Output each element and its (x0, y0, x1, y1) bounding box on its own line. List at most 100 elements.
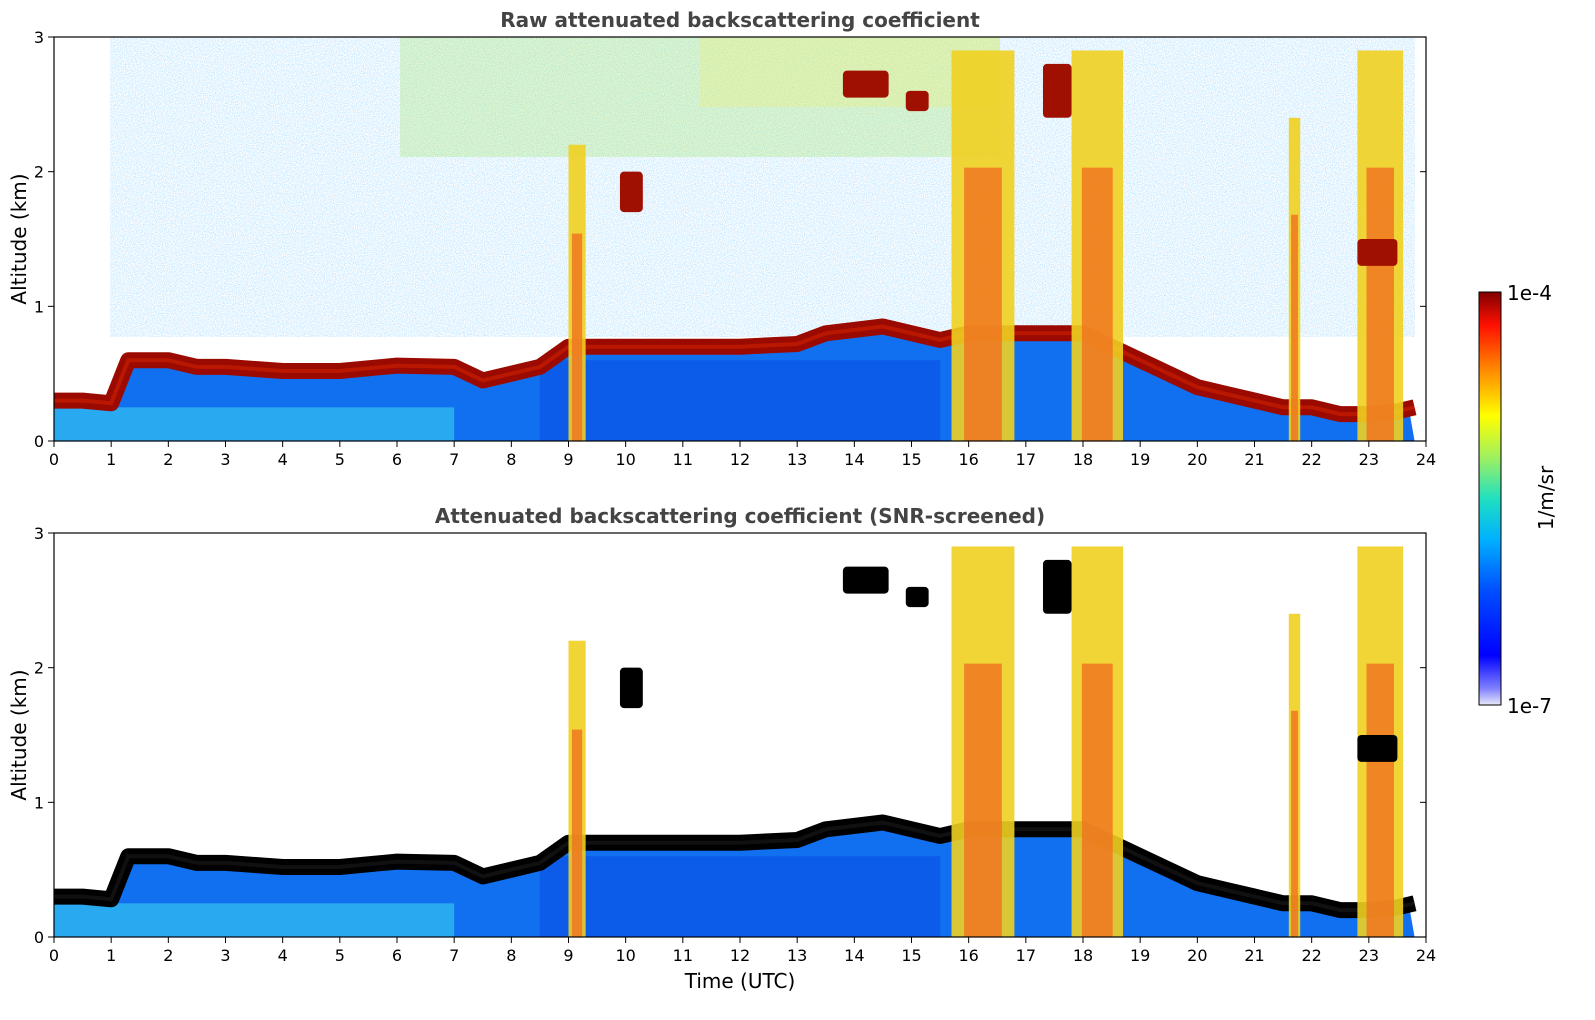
x-tick-label: 21 (1244, 450, 1264, 469)
precip-core (571, 729, 583, 937)
x-axis-screened: 0 1 2 3 4 5 6 7 8 9 10 11 12 13 14 15 16 17 18 19 20 21 22 23 24 (49, 937, 1436, 965)
y-tick-label: 1 (34, 793, 44, 812)
x-tick-label: 15 (901, 946, 921, 965)
y-axis-raw: 0 1 2 3 (34, 28, 1426, 451)
x-tick-label: 19 (1130, 450, 1150, 469)
x-tick-label: 0 (49, 450, 59, 469)
x-tick-label: 18 (1073, 946, 1093, 965)
ylabel-screened: Altitude (km) (7, 669, 31, 800)
x-tick-label: 3 (220, 450, 230, 469)
y-tick-label: 0 (34, 432, 44, 451)
x-tick-label: 24 (1416, 946, 1436, 965)
x-tick-label: 8 (506, 946, 516, 965)
x-tick-label: 23 (1359, 450, 1379, 469)
upper-cloud-patch (1042, 63, 1072, 118)
upper-cloud-patch (905, 586, 929, 608)
x-tick-label: 22 (1301, 946, 1321, 965)
heatmap-screened (54, 533, 1426, 937)
x-tick-label: 1 (106, 946, 116, 965)
x-tick-label: 16 (958, 450, 978, 469)
x-axis-raw: 0 1 2 3 4 5 6 7 8 9 10 11 12 13 14 15 16 17 18 19 20 21 22 23 24 (49, 441, 1436, 469)
upper-cloud-patch (1357, 735, 1398, 762)
title-screened: Attenuated backscattering coefficient (S… (435, 504, 1045, 528)
y-tick-label: 3 (34, 524, 44, 543)
precip-core (571, 233, 583, 441)
x-tick-label: 13 (787, 450, 807, 469)
x-tick-label: 21 (1244, 946, 1264, 965)
panel-screened: Attenuated backscattering coefficient (S… (7, 504, 1436, 993)
colorbar-min-label: 1e-7 (1507, 694, 1552, 718)
cloud-base-core (54, 324, 1416, 417)
precip-core (964, 663, 1002, 937)
y-tick-label: 0 (34, 928, 44, 947)
x-tick-label: 6 (392, 946, 402, 965)
x-tick-label: 9 (563, 450, 573, 469)
near-surface-aerosol (54, 903, 455, 937)
colorbar-label: 1/m/sr (1534, 465, 1558, 530)
x-tick-label: 19 (1130, 946, 1150, 965)
x-tick-label: 4 (278, 946, 288, 965)
x-tick-label: 10 (615, 450, 635, 469)
x-tick-label: 10 (615, 946, 635, 965)
x-tick-label: 2 (163, 946, 173, 965)
mid-boundary-layer (539, 856, 941, 937)
x-tick-label: 20 (1187, 946, 1207, 965)
y-tick-label: 3 (34, 28, 44, 47)
x-tick-label: 6 (392, 450, 402, 469)
precip-core (1366, 663, 1394, 937)
upper-cloud-patch (842, 70, 889, 98)
y-axis-screened: 0 1 2 3 (34, 524, 1426, 947)
cloud-base-core (54, 820, 1416, 913)
upper-cloud-patch (619, 667, 643, 709)
precip-core (1291, 214, 1298, 441)
ylabel-raw: Altitude (km) (7, 173, 31, 304)
x-tick-label: 4 (278, 450, 288, 469)
colorbar-max-label: 1e-4 (1507, 281, 1552, 305)
x-tick-label: 18 (1073, 450, 1093, 469)
upper-cloud-patch (1042, 559, 1072, 614)
x-tick-label: 13 (787, 946, 807, 965)
xlabel-screened: Time (UTC) (684, 969, 796, 993)
x-tick-label: 23 (1359, 946, 1379, 965)
y-tick-label: 1 (34, 297, 44, 316)
precip-core (1081, 663, 1113, 937)
upper-cloud-patch (842, 566, 889, 594)
panel-raw: Raw attenuated backscattering coefficien… (7, 8, 1436, 469)
near-surface-aerosol (54, 407, 455, 441)
precip-core (1081, 167, 1113, 441)
x-tick-label: 17 (1016, 946, 1036, 965)
x-tick-label: 20 (1187, 450, 1207, 469)
precip-core (1291, 710, 1298, 937)
upper-cloud-patch (1357, 239, 1398, 266)
x-tick-label: 16 (958, 946, 978, 965)
colorbar: 1e-4 1e-7 1/m/sr (1478, 281, 1558, 718)
x-tick-label: 22 (1301, 450, 1321, 469)
x-tick-label: 8 (506, 450, 516, 469)
precip-core (1366, 167, 1394, 441)
y-tick-label: 2 (34, 163, 44, 182)
y-tick-label: 2 (34, 659, 44, 678)
x-tick-label: 14 (844, 450, 864, 469)
x-tick-label: 5 (335, 946, 345, 965)
upper-cloud-patch (905, 90, 929, 112)
x-tick-label: 9 (563, 946, 573, 965)
x-tick-label: 1 (106, 450, 116, 469)
title-raw: Raw attenuated backscattering coefficien… (500, 8, 980, 32)
upper-cloud-patch (619, 171, 643, 213)
x-tick-label: 2 (163, 450, 173, 469)
x-tick-label: 24 (1416, 450, 1436, 469)
colorbar-gradient (1478, 291, 1502, 706)
x-tick-label: 11 (673, 450, 693, 469)
heatmap-raw (54, 37, 1426, 441)
mid-boundary-layer (539, 360, 941, 441)
x-tick-label: 12 (730, 450, 750, 469)
x-tick-label: 15 (901, 450, 921, 469)
x-tick-label: 11 (673, 946, 693, 965)
x-tick-label: 5 (335, 450, 345, 469)
x-tick-label: 3 (220, 946, 230, 965)
x-tick-label: 7 (449, 450, 459, 469)
x-tick-label: 17 (1016, 450, 1036, 469)
x-tick-label: 7 (449, 946, 459, 965)
precip-core (964, 167, 1002, 441)
